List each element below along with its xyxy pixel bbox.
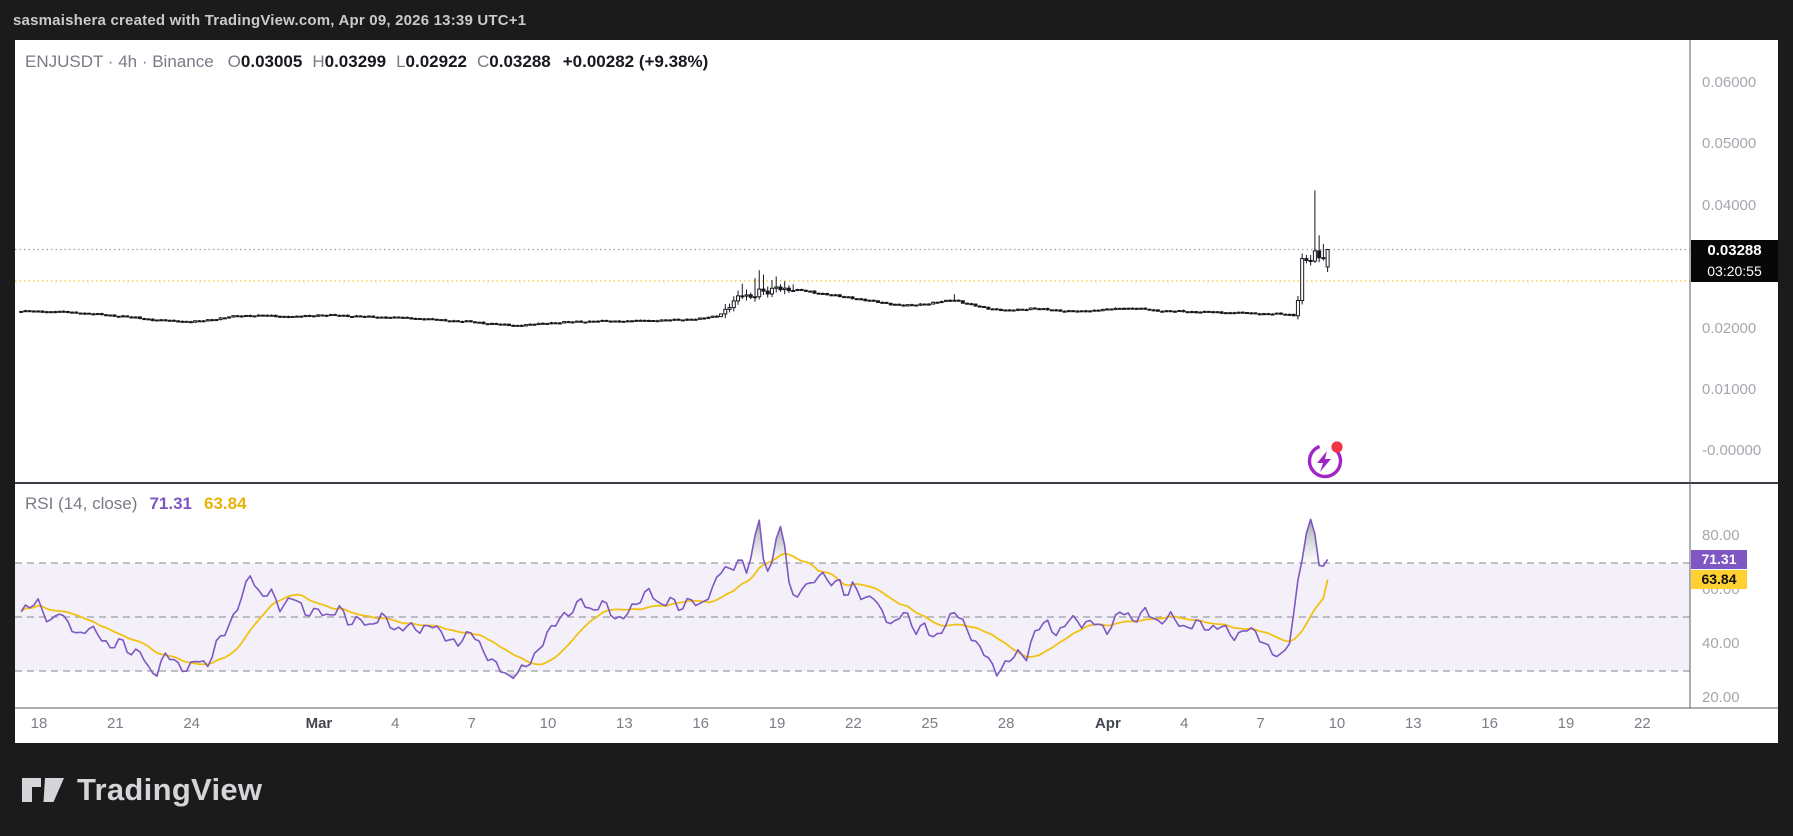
symbol-legend: ENJUSDT · 4h · Binance O0.03005 H0.03299 L0… (25, 52, 718, 72)
boost-icon (1307, 441, 1343, 479)
rsi-legend-value: 71.31 (149, 494, 192, 513)
ohlc-open: O0.03005 (227, 52, 303, 71)
ohlc-low: L0.02922 (396, 52, 467, 71)
chart-panel: 0.06000 0.05000 0.04000 0.02000 0.01000 -0.00… (15, 40, 1778, 743)
attribution-text: sasmaishera created with TradingView.com… (13, 11, 527, 29)
notification-dot (1331, 441, 1343, 453)
price-change: +0.00282 (+9.38%) (562, 52, 709, 71)
tradingview-logo-icon (22, 777, 64, 802)
current-price-value: 0.03288 (1707, 242, 1762, 259)
tradingview-logo[interactable]: TradingView (18, 769, 262, 811)
attribution-bar: sasmaishera created with TradingView.com… (0, 0, 1793, 40)
chart-canvas[interactable] (15, 40, 1778, 743)
ohlc-close: C0.03288 (477, 52, 551, 71)
lightning-bolt-icon (1317, 451, 1331, 472)
ohlc-high: H0.03299 (312, 52, 387, 71)
current-price-label: 0.03288 03:20:55 (1691, 240, 1778, 282)
footer-bar: TradingView (0, 743, 1793, 836)
tradingview-logo-text: TradingView (77, 771, 263, 807)
symbol-title: ENJUSDT · 4h · Binance (25, 52, 214, 71)
candle-countdown: 03:20:55 (1707, 263, 1762, 279)
rsi-ma-legend-value: 63.84 (203, 494, 247, 513)
rsi-ma-axis-value-label: 63.84 (1691, 570, 1747, 589)
rsi-indicator-title: RSI (14, close) (25, 494, 138, 513)
rsi-axis-value-label: 71.31 (1691, 550, 1747, 569)
rsi-legend: RSI (14, close) 71.31 63.84 (25, 494, 247, 514)
